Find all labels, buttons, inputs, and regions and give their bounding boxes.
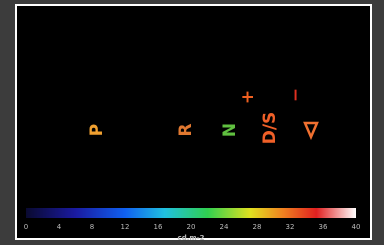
screenshot: cd.m-2 P R N +D/S− 0 4 8 12 16 20 24 28 32 36 40 — [0, 0, 384, 245]
gear-symbol: P — [87, 124, 107, 136]
colorbar-tick-label: 4 — [57, 223, 62, 231]
colorbar-tick-label: 24 — [220, 223, 229, 231]
colorbar-tick-label: 40 — [352, 223, 361, 231]
colorbar-tick-label: 0 — [24, 223, 28, 231]
colorbar-unit: cd.m-2 — [178, 234, 205, 242]
colorbar — [26, 208, 356, 218]
gear-symbol: N — [220, 123, 240, 137]
gear-symbol: + — [238, 90, 258, 104]
colorbar-tick-label: 32 — [286, 223, 295, 231]
colorbar-tick-label: 36 — [319, 223, 328, 231]
page: cd.m-2 PRN+D/S−0481216202428323640 (() =… — [0, 0, 384, 245]
gear-symbol: D/S — [260, 112, 280, 145]
colorbar-tick-label: 20 — [187, 223, 196, 231]
colorbar-tick-label: 16 — [154, 223, 163, 231]
colorbar-tick-label: 8 — [90, 223, 94, 231]
colorbar-tick-label: 28 — [253, 223, 262, 231]
gear-symbol: − — [286, 88, 306, 102]
colorbar-tick-label: 12 — [121, 223, 130, 231]
gear-symbol: R — [176, 123, 196, 136]
